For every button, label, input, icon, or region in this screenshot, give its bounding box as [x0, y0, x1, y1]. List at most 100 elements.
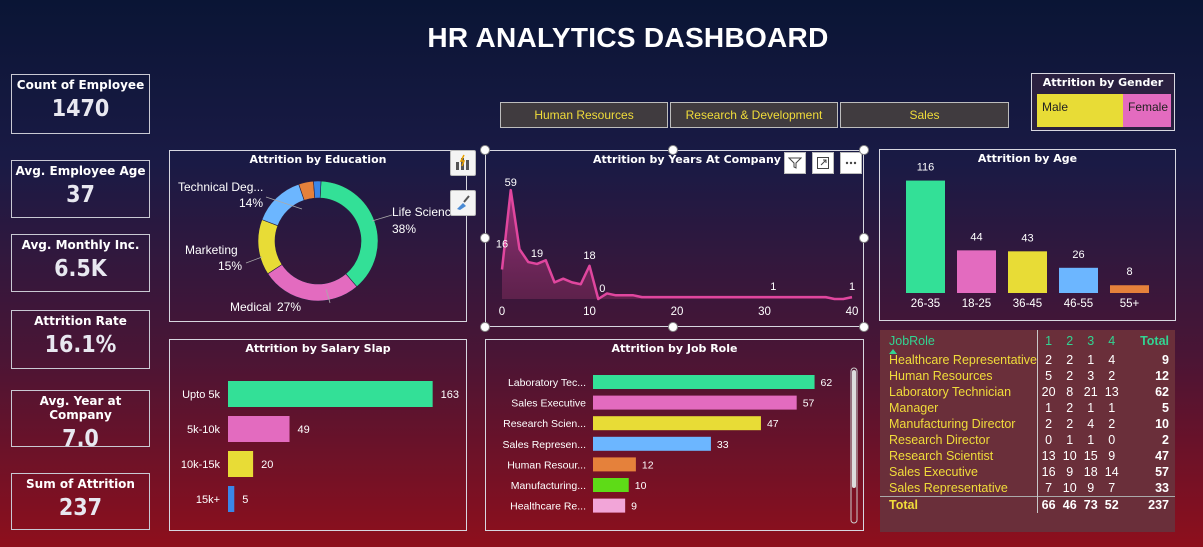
- matrix-row-total: 10: [1155, 417, 1169, 431]
- hbar: [593, 375, 815, 389]
- focus-mode-icon[interactable]: [812, 152, 834, 174]
- kpi-value: 1470: [51, 96, 110, 122]
- slicer-sales[interactable]: Sales: [840, 102, 1009, 128]
- matrix-cell: 2: [1108, 417, 1116, 431]
- salary-bar-panel: Attrition by Salary Slap Upto 5k 163 5k-10…: [169, 339, 467, 531]
- hbar-category-label: 10k-15k: [181, 459, 221, 471]
- matrix-cell: 1: [1108, 401, 1116, 415]
- sort-ascending-icon[interactable]: [889, 349, 897, 354]
- donut-slice-life-sciences: [319, 180, 379, 288]
- matrix-cell: 3: [1087, 369, 1095, 383]
- matrix-row-label[interactable]: Manager: [880, 400, 1038, 416]
- data-label: 1: [849, 281, 855, 293]
- matrix-row-total: 237: [1122, 496, 1175, 513]
- matrix-cell: 18: [1083, 465, 1098, 479]
- hbar: [593, 436, 711, 451]
- matrix-row-label[interactable]: Research Scientist: [880, 448, 1038, 464]
- matrix-row-label[interactable]: Sales Executive: [880, 464, 1038, 480]
- data-label: 59: [505, 177, 517, 189]
- header-col[interactable]: 3: [1087, 334, 1095, 348]
- matrix-cell: 15: [1083, 449, 1098, 463]
- matrix-row-label[interactable]: Total: [880, 496, 1038, 513]
- resize-handle[interactable]: [668, 145, 678, 155]
- area-fill: [502, 190, 852, 299]
- kpi-value: 6.5K: [54, 256, 107, 282]
- resize-handle[interactable]: [859, 145, 869, 155]
- hbar-value-label: 49: [298, 424, 310, 436]
- matrix-row-label[interactable]: Healthcare Representative: [880, 352, 1038, 368]
- header-total[interactable]: Total: [1140, 334, 1169, 348]
- pct-marketing: 15%: [218, 259, 242, 273]
- kpi-label: Sum of Attrition: [26, 477, 135, 491]
- header-jobrole[interactable]: JobRole: [880, 330, 1038, 352]
- x-tick-label: 40: [846, 306, 859, 318]
- hbar-value-label: 20: [261, 459, 273, 471]
- matrix-row-label[interactable]: Sales Representative: [880, 480, 1038, 497]
- header-col[interactable]: 2: [1066, 334, 1074, 348]
- matrix-row-label[interactable]: Laboratory Technician: [880, 384, 1038, 400]
- matrix-row-label[interactable]: Manufacturing Director: [880, 416, 1038, 432]
- resize-handle[interactable]: [480, 233, 490, 243]
- scrollbar[interactable]: [850, 367, 858, 524]
- format-brush-icon[interactable]: [450, 190, 476, 216]
- matrix-cell: 2: [1045, 353, 1053, 367]
- matrix-cell: 2: [1066, 369, 1074, 383]
- insights-icon[interactable]: [450, 150, 476, 176]
- gender-male[interactable]: Male: [1037, 94, 1123, 127]
- matrix-row: Human Resources 5 2 3 2 12: [880, 368, 1175, 384]
- hbar-value-label: 12: [642, 459, 654, 471]
- hbar-category-label: Laboratory Tec...: [508, 377, 586, 389]
- kpi-sum-of-attrition: Sum of Attrition 237: [11, 473, 150, 530]
- donut-slice-technical-degree: [261, 183, 305, 227]
- matrix-row: Manager 1 2 1 1 5: [880, 400, 1175, 416]
- matrix-header: JobRole 1 2 3 4 Total: [880, 330, 1175, 352]
- filter-icon[interactable]: [784, 152, 806, 174]
- age-bar: [957, 250, 996, 293]
- matrix-row-label[interactable]: Research Director: [880, 432, 1038, 448]
- hbar-value-label: 10: [635, 480, 647, 492]
- kpi-attrition-rate: Attrition Rate 16.1%: [11, 310, 150, 369]
- resize-handle[interactable]: [859, 322, 869, 332]
- donut-slice-medical: [267, 264, 358, 302]
- hbar: [593, 395, 797, 410]
- attrition-by-gender: Attrition by Gender Male Female: [1031, 73, 1175, 131]
- matrix-cell: 2: [1066, 417, 1074, 431]
- hbar-category-label: Healthcare Re...: [510, 501, 586, 513]
- age-value-label: 116: [917, 162, 935, 174]
- header-col[interactable]: 1: [1045, 334, 1053, 348]
- header-col[interactable]: 4: [1108, 334, 1116, 348]
- more-options-icon[interactable]: [840, 152, 862, 174]
- matrix-cell: 66: [1037, 496, 1060, 513]
- label-marketing: Marketing: [185, 243, 238, 257]
- matrix-cell: 52: [1101, 496, 1123, 513]
- age-category-label: 18-25: [962, 298, 991, 310]
- matrix-cell: 2: [1045, 417, 1053, 431]
- resize-handle[interactable]: [668, 322, 678, 332]
- chart-title: Attrition by Years At Company: [593, 153, 781, 166]
- hbar-category-label: Upto 5k: [182, 389, 220, 401]
- area-line: [500, 188, 853, 301]
- scrollbar-thumb[interactable]: [852, 370, 856, 488]
- slicer-human-resources[interactable]: Human Resources: [500, 102, 668, 128]
- gender-female[interactable]: Female: [1123, 94, 1171, 127]
- resize-handle[interactable]: [480, 322, 490, 332]
- resize-handle[interactable]: [480, 145, 490, 155]
- hbar-category-label: Manufacturing...: [511, 480, 586, 492]
- hbar-value-label: 33: [717, 439, 729, 451]
- matrix-row-total: 47: [1155, 449, 1169, 463]
- job-role-bar-chart: Laboratory Tec... 62 Sales Executive 57 Rese…: [503, 375, 832, 513]
- age-value-label: 8: [1126, 266, 1132, 278]
- matrix-cell: 2: [1066, 353, 1074, 367]
- age-value-label: 26: [1072, 249, 1084, 261]
- matrix-cell: 13: [1104, 385, 1119, 399]
- donut-chart: [257, 180, 379, 302]
- matrix-row-label[interactable]: Human Resources: [880, 368, 1038, 384]
- hbar: [228, 416, 290, 442]
- resize-handle[interactable]: [859, 233, 869, 243]
- salary-bar-chart: Upto 5k 163 5k-10k 49 10k-15k 20 15k+ 5: [181, 381, 459, 512]
- slicer-research-development[interactable]: Research & Development: [670, 102, 838, 128]
- matrix-cell: 7: [1108, 481, 1116, 495]
- matrix-row-total: 5: [1162, 401, 1169, 415]
- data-label: 16: [496, 238, 508, 250]
- hbar: [228, 486, 235, 512]
